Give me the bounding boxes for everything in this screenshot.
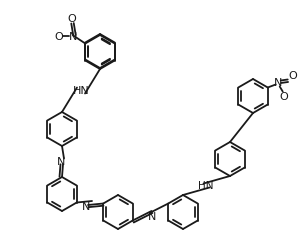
Text: N: N [274, 78, 282, 88]
Text: N: N [82, 201, 90, 211]
Text: HN: HN [73, 86, 89, 96]
Text: O: O [279, 92, 288, 102]
Text: O: O [54, 31, 63, 41]
Text: N: N [57, 157, 65, 167]
Text: N: N [148, 211, 157, 221]
Text: O: O [288, 71, 297, 81]
Text: HN: HN [198, 181, 213, 191]
Text: N: N [69, 31, 77, 41]
Text: O: O [67, 14, 76, 24]
